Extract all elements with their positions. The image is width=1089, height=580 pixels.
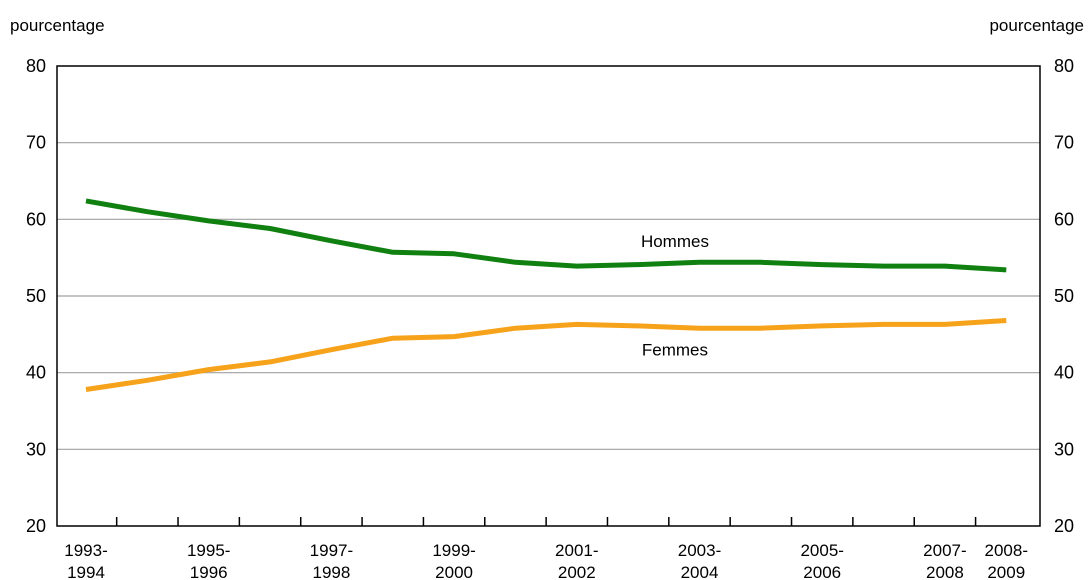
x-tick-label-1995-1996-line1: 1995- bbox=[187, 541, 230, 560]
plot-frame bbox=[56, 65, 1041, 527]
y-tick-left-40: 40 bbox=[26, 363, 46, 383]
y-tick-right-50: 50 bbox=[1054, 286, 1074, 306]
x-tick-label-2003-2004-line1: 2003- bbox=[678, 541, 721, 560]
series-line-femmes bbox=[85, 318, 1007, 392]
y-axis-label-left: pourcentage bbox=[10, 16, 105, 35]
x-tick-label-1993-1994-line2: 1994 bbox=[67, 563, 105, 580]
x-tick-label-1999-2000-line2: 2000 bbox=[435, 563, 473, 580]
x-tick-label-2008-2009-line2: 2009 bbox=[987, 563, 1025, 580]
x-tick-label-1997-1998-line2: 1998 bbox=[312, 563, 350, 580]
x-tick-label-2007-2008-line2: 2008 bbox=[926, 563, 964, 580]
y-tick-right-20: 20 bbox=[1054, 516, 1074, 536]
y-tick-left-50: 50 bbox=[26, 286, 46, 306]
x-tick-label-1997-1998-line1: 1997- bbox=[310, 541, 353, 560]
y-tick-right-60: 60 bbox=[1054, 209, 1074, 229]
x-tick-label-2001-2002-line1: 2001- bbox=[555, 541, 598, 560]
y-tick-left-80: 80 bbox=[26, 56, 46, 76]
x-tick-label-2003-2004-line2: 2004 bbox=[681, 563, 719, 580]
y-tick-left-20: 20 bbox=[26, 516, 46, 536]
y-axis-label-right: pourcentage bbox=[989, 16, 1084, 35]
series-line-hommes bbox=[85, 198, 1007, 273]
x-tick-label-2005-2006-line1: 2005- bbox=[800, 541, 843, 560]
y-tick-right-30: 30 bbox=[1054, 439, 1074, 459]
x-tick-label-2001-2002-line2: 2002 bbox=[558, 563, 596, 580]
y-tick-right-70: 70 bbox=[1054, 133, 1074, 153]
x-tick-label-2005-2006-line2: 2006 bbox=[803, 563, 841, 580]
y-tick-right-80: 80 bbox=[1054, 56, 1074, 76]
x-tick-label-2007-2008-line1: 2007- bbox=[923, 541, 966, 560]
y-tick-left-60: 60 bbox=[26, 209, 46, 229]
x-tick-label-1993-1994-line1: 1993- bbox=[64, 541, 107, 560]
x-tick-label-1995-1996-line2: 1996 bbox=[190, 563, 228, 580]
x-tick-label-2008-2009-line1: 2008- bbox=[985, 541, 1028, 560]
y-tick-right-40: 40 bbox=[1054, 363, 1074, 383]
series-label-hommes: Hommes bbox=[641, 232, 709, 251]
y-tick-left-30: 30 bbox=[26, 439, 46, 459]
x-tick-label-1999-2000-line1: 1999- bbox=[432, 541, 475, 560]
y-tick-left-70: 70 bbox=[26, 133, 46, 153]
series-label-femmes: Femmes bbox=[642, 341, 708, 360]
